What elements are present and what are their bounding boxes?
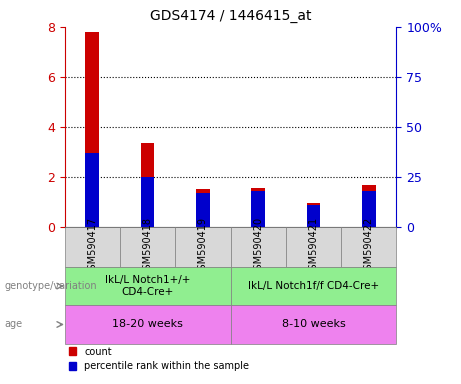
Text: 8-10 weeks: 8-10 weeks <box>282 319 345 329</box>
Bar <box>175 227 230 267</box>
Text: GSM590417: GSM590417 <box>87 217 97 276</box>
Text: GSM590420: GSM590420 <box>253 217 263 276</box>
Bar <box>230 305 396 344</box>
Bar <box>196 193 210 227</box>
Bar <box>230 227 286 267</box>
Legend: count, percentile rank within the sample: count, percentile rank within the sample <box>65 343 253 375</box>
Bar <box>196 189 210 227</box>
Bar <box>85 32 99 227</box>
Bar <box>251 190 265 227</box>
Bar <box>65 227 120 267</box>
Bar <box>65 305 230 344</box>
Text: age: age <box>5 319 23 329</box>
Bar <box>65 267 230 305</box>
Bar <box>230 267 396 305</box>
Bar <box>362 185 376 227</box>
Bar <box>362 190 376 227</box>
Bar <box>141 177 154 227</box>
Bar <box>307 205 320 227</box>
Title: GDS4174 / 1446415_at: GDS4174 / 1446415_at <box>150 9 311 23</box>
Text: GSM590421: GSM590421 <box>308 217 319 276</box>
Text: genotype/variation: genotype/variation <box>5 281 97 291</box>
Bar <box>307 203 320 227</box>
Bar <box>341 227 396 267</box>
Text: 18-20 weeks: 18-20 weeks <box>112 319 183 329</box>
Bar <box>120 227 175 267</box>
Bar <box>85 153 99 227</box>
Bar <box>251 188 265 227</box>
Text: GSM590422: GSM590422 <box>364 217 374 276</box>
Text: GSM590419: GSM590419 <box>198 217 208 276</box>
Bar <box>286 227 341 267</box>
Text: IkL/L Notch1f/f CD4-Cre+: IkL/L Notch1f/f CD4-Cre+ <box>248 281 379 291</box>
Bar <box>141 143 154 227</box>
Text: IkL/L Notch1+/+
CD4-Cre+: IkL/L Notch1+/+ CD4-Cre+ <box>105 275 190 297</box>
Text: GSM590418: GSM590418 <box>142 217 153 276</box>
